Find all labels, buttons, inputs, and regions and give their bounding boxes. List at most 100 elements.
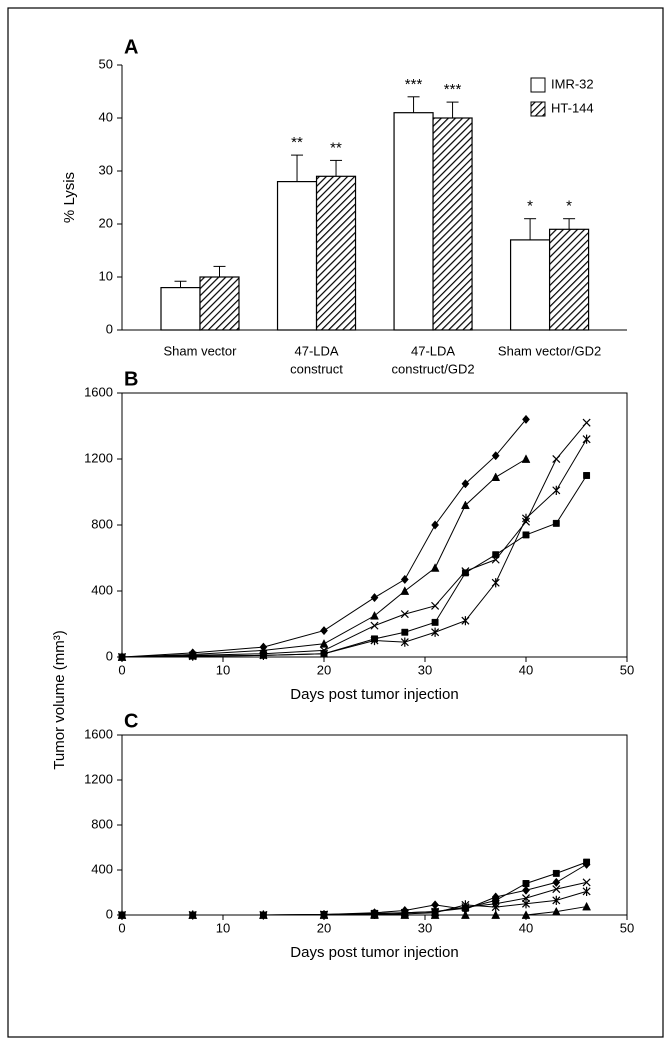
x-tick-label: 50 xyxy=(620,920,634,935)
significance-mark: ** xyxy=(291,134,303,151)
y-tick-label: 30 xyxy=(99,162,113,177)
data-point xyxy=(460,910,470,919)
data-point xyxy=(258,910,268,919)
data-point xyxy=(492,551,500,559)
bar xyxy=(509,239,551,331)
data-point xyxy=(188,910,198,919)
significance-mark: * xyxy=(566,198,572,215)
panel-letter: C xyxy=(124,710,138,732)
data-point xyxy=(430,910,440,919)
x-axis-label: Days post tumor injection xyxy=(290,944,458,961)
data-point xyxy=(370,611,379,620)
x-tick-label: 30 xyxy=(418,662,432,677)
x-tick-label: 10 xyxy=(216,662,230,677)
data-point xyxy=(522,880,530,887)
data-point xyxy=(461,900,470,910)
x-tick-label: 20 xyxy=(317,920,331,935)
data-point xyxy=(401,628,409,636)
x-tick-label: 30 xyxy=(418,920,432,935)
data-point xyxy=(400,637,409,647)
data-point xyxy=(552,519,560,527)
series-line xyxy=(122,861,587,916)
y-tick-label: 400 xyxy=(91,582,113,597)
data-point xyxy=(431,618,439,626)
data-point xyxy=(430,563,440,572)
series-line xyxy=(122,906,587,916)
data-point xyxy=(582,886,591,896)
significance-mark: ** xyxy=(330,139,342,156)
data-point xyxy=(521,899,531,909)
data-point xyxy=(370,621,379,630)
data-point xyxy=(370,593,379,603)
bar xyxy=(432,117,473,331)
y-tick-label: 1600 xyxy=(84,384,113,399)
significance-mark: * xyxy=(527,198,533,215)
data-point xyxy=(582,859,591,869)
data-point xyxy=(400,610,409,619)
y-tick-label: 1600 xyxy=(84,726,113,741)
series-line xyxy=(121,419,527,658)
data-point xyxy=(431,900,440,910)
data-point xyxy=(582,434,591,444)
data-point xyxy=(431,601,440,610)
y-tick-label: 0 xyxy=(106,648,113,663)
data-point xyxy=(522,531,530,539)
data-point xyxy=(552,877,561,887)
plot-frame xyxy=(121,392,628,658)
bar xyxy=(548,228,590,331)
data-point xyxy=(461,569,469,577)
y-tick-label: 800 xyxy=(91,516,113,531)
data-point xyxy=(551,906,561,916)
data-point xyxy=(491,892,500,902)
series-line xyxy=(121,475,588,658)
x-tick-label: 20 xyxy=(317,662,331,677)
series-line xyxy=(121,422,587,658)
data-point xyxy=(521,454,531,463)
data-point xyxy=(370,910,379,919)
data-point xyxy=(461,479,470,489)
data-point xyxy=(552,869,560,877)
bar xyxy=(160,287,201,331)
data-point xyxy=(319,910,329,919)
x-tick-label: 0 xyxy=(118,920,125,935)
series-line xyxy=(122,890,587,916)
panel-letter: B xyxy=(124,368,138,390)
x-tick-label: 40 xyxy=(519,920,533,935)
data-point xyxy=(320,626,328,636)
data-point xyxy=(491,451,500,461)
data-point xyxy=(400,574,409,585)
shared-y-label: Tumor volume (mm³) xyxy=(51,630,68,769)
panel-letter: A xyxy=(124,36,138,58)
data-point xyxy=(552,454,561,464)
data-point xyxy=(522,885,530,895)
x-tick-label: construct/GD2 xyxy=(392,361,475,376)
data-point xyxy=(431,520,440,530)
data-point xyxy=(552,485,561,495)
x-tick-label: 47-LDA xyxy=(411,343,455,358)
data-point xyxy=(400,586,410,595)
plot-frame xyxy=(121,734,628,916)
data-point xyxy=(491,902,500,912)
data-point xyxy=(583,472,591,479)
y-tick-label: 20 xyxy=(99,215,113,230)
y-tick-label: 1200 xyxy=(84,771,113,786)
bar xyxy=(315,175,357,331)
data-point xyxy=(370,635,379,646)
data-point xyxy=(491,472,501,481)
x-tick-label: construct xyxy=(290,361,343,376)
legend-label: HT-144 xyxy=(551,100,594,115)
significance-mark: *** xyxy=(444,81,462,98)
legend-label: IMR-32 xyxy=(551,76,594,91)
data-point xyxy=(521,910,531,919)
y-tick-label: 0 xyxy=(106,321,113,336)
legend-swatch xyxy=(530,101,546,117)
data-point xyxy=(400,910,410,919)
series-line xyxy=(122,881,587,916)
y-axis-label: % Lysis xyxy=(61,172,78,223)
data-point xyxy=(319,639,329,648)
data-point xyxy=(552,885,561,894)
data-point xyxy=(431,627,440,637)
legend-swatch xyxy=(530,77,546,93)
x-tick-label: 47-LDA xyxy=(294,343,338,358)
data-point xyxy=(552,895,561,905)
